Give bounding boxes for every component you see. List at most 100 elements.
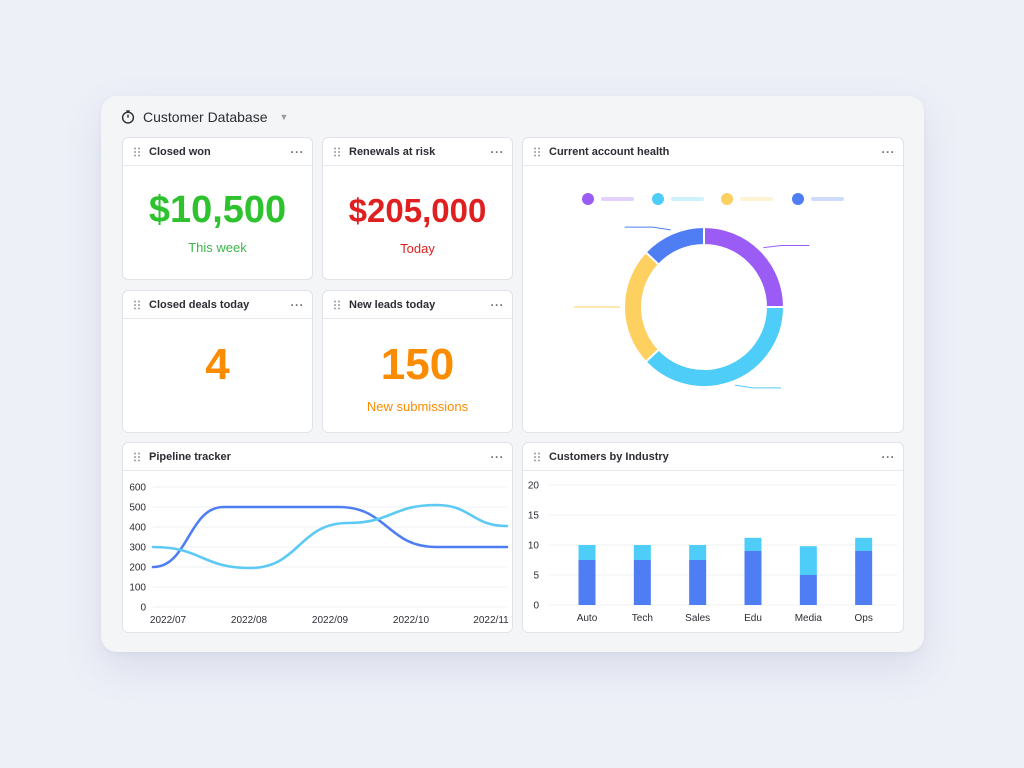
- donut-slice: [644, 225, 705, 266]
- card-header: Current account health ···: [523, 138, 903, 166]
- x-tick-label: Edu: [744, 613, 762, 624]
- bar-segment: [744, 551, 762, 605]
- card-header: New leads today ···: [323, 291, 512, 319]
- y-tick-label: 100: [129, 583, 146, 594]
- card-title: Renewals at risk: [349, 145, 436, 158]
- closed-deals-value: 4: [205, 340, 230, 389]
- x-tick-label: 2022/07: [150, 615, 187, 626]
- card-header: Renewals at risk ···: [323, 138, 512, 166]
- drag-handle-icon[interactable]: [333, 147, 341, 157]
- bar-segment: [855, 537, 873, 551]
- series-line: [151, 505, 509, 569]
- account-health-card: Current account health ···: [522, 137, 904, 433]
- legend-label-placeholder: [601, 197, 634, 201]
- y-tick-label: 300: [129, 543, 146, 554]
- y-tick-label: 500: [129, 503, 146, 514]
- donut-slice: [623, 250, 661, 364]
- x-tick-label: Sales: [685, 613, 710, 624]
- pipeline-tracker-card: Pipeline tracker ··· 0 100 200 300 400 500 600…: [122, 442, 513, 633]
- card-title: Closed deals today: [149, 298, 250, 311]
- card-header: Pipeline tracker ···: [123, 443, 512, 471]
- dashboard-board: Customer Database ▼ Closed won ··· $10,5…: [101, 96, 924, 652]
- card-title: Closed won: [149, 145, 211, 158]
- bar-segment: [799, 546, 817, 575]
- y-tick-label: 200: [129, 563, 146, 574]
- card-header: Closed won ···: [123, 138, 312, 166]
- more-options-icon[interactable]: ···: [290, 144, 304, 159]
- board-header[interactable]: Customer Database ▼: [121, 108, 288, 126]
- legend-marker: [582, 193, 594, 205]
- bar-segment: [799, 575, 817, 605]
- drag-handle-icon[interactable]: [333, 300, 341, 310]
- legend-marker: [792, 193, 804, 205]
- y-tick-label: 20: [528, 481, 540, 492]
- legend-label-placeholder: [671, 197, 704, 201]
- bar-segment: [633, 545, 651, 560]
- y-tick-label: 5: [533, 571, 539, 582]
- x-tick-label: Ops: [854, 613, 872, 624]
- card-title: Pipeline tracker: [149, 450, 231, 463]
- renewals-at-risk-card: Renewals at risk ··· $205,000 Today: [322, 137, 513, 280]
- renewals-period: Today: [400, 241, 435, 256]
- legend-marker: [652, 193, 664, 205]
- x-tick-label: Media: [795, 613, 823, 624]
- renewals-value: $205,000: [348, 192, 487, 229]
- new-leads-value: 150: [380, 340, 455, 389]
- closed-won-value: $10,500: [148, 189, 287, 231]
- bar-segment: [689, 545, 707, 560]
- card-title: Customers by Industry: [549, 450, 669, 463]
- more-options-icon[interactable]: ···: [490, 297, 504, 312]
- more-options-icon[interactable]: ···: [881, 144, 895, 159]
- x-tick-label: Tech: [632, 613, 653, 624]
- y-tick-label: 15: [528, 511, 540, 522]
- card-title: New leads today: [349, 298, 436, 311]
- legend-label-placeholder: [811, 197, 844, 201]
- new-leads-caption: New submissions: [366, 399, 469, 414]
- card-header: Closed deals today ···: [123, 291, 312, 319]
- legend-label-placeholder: [740, 197, 773, 201]
- chevron-down-icon[interactable]: ▼: [279, 112, 289, 122]
- y-tick-label: 0: [140, 603, 146, 614]
- y-tick-label: 600: [129, 483, 146, 494]
- bar-segment: [633, 560, 651, 605]
- series-line: [151, 503, 509, 570]
- card-header: Customers by Industry ···: [523, 443, 903, 471]
- y-tick-label: 0: [533, 601, 539, 612]
- donut-slice: [703, 225, 786, 308]
- legend-marker: [721, 193, 733, 205]
- industry-bar-chart: 0 5 10 15 20 Auto Tech Sales Edu Media Ops: [528, 481, 897, 624]
- donut-leader-line: [734, 384, 781, 389]
- new-leads-card: New leads today ··· 150 New submissions: [322, 290, 513, 433]
- donut-leader-line: [624, 226, 671, 231]
- y-tick-label: 400: [129, 523, 146, 534]
- donut-leader-line: [763, 244, 810, 249]
- bar-segment: [578, 545, 596, 560]
- drag-handle-icon[interactable]: [533, 147, 541, 157]
- pipeline-line-chart: 0 100 200 300 400 500 600 2022/07 2022/08 2022/09…: [129, 483, 509, 627]
- board-title: Customer Database: [143, 109, 268, 125]
- bar-segment: [744, 537, 762, 551]
- drag-handle-icon[interactable]: [133, 300, 141, 310]
- customers-by-industry-card: Customers by Industry ··· 0 5 10 15 20 Auto Te…: [522, 442, 904, 633]
- y-tick-label: 10: [528, 541, 540, 552]
- x-tick-label: Auto: [577, 613, 598, 624]
- stopwatch-icon: [121, 110, 135, 124]
- donut-slice: [644, 306, 786, 388]
- bar-segment: [689, 560, 707, 605]
- more-options-icon[interactable]: ···: [290, 297, 304, 312]
- x-tick-label: 2022/09: [312, 615, 349, 626]
- more-options-icon[interactable]: ···: [490, 144, 504, 159]
- card-title: Current account health: [549, 145, 670, 158]
- bar-segment: [855, 551, 873, 605]
- more-options-icon[interactable]: ···: [490, 449, 504, 464]
- closed-deals-card: Closed deals today ··· 4: [122, 290, 313, 433]
- account-health-donut-chart: [574, 193, 844, 389]
- x-tick-label: 2022/10: [393, 615, 430, 626]
- bar-segment: [578, 560, 596, 605]
- x-tick-label: 2022/08: [231, 615, 268, 626]
- closed-won-card: Closed won ··· $10,500 This week: [122, 137, 313, 280]
- drag-handle-icon[interactable]: [133, 452, 141, 462]
- drag-handle-icon[interactable]: [533, 452, 541, 462]
- more-options-icon[interactable]: ···: [881, 449, 895, 464]
- drag-handle-icon[interactable]: [133, 147, 141, 157]
